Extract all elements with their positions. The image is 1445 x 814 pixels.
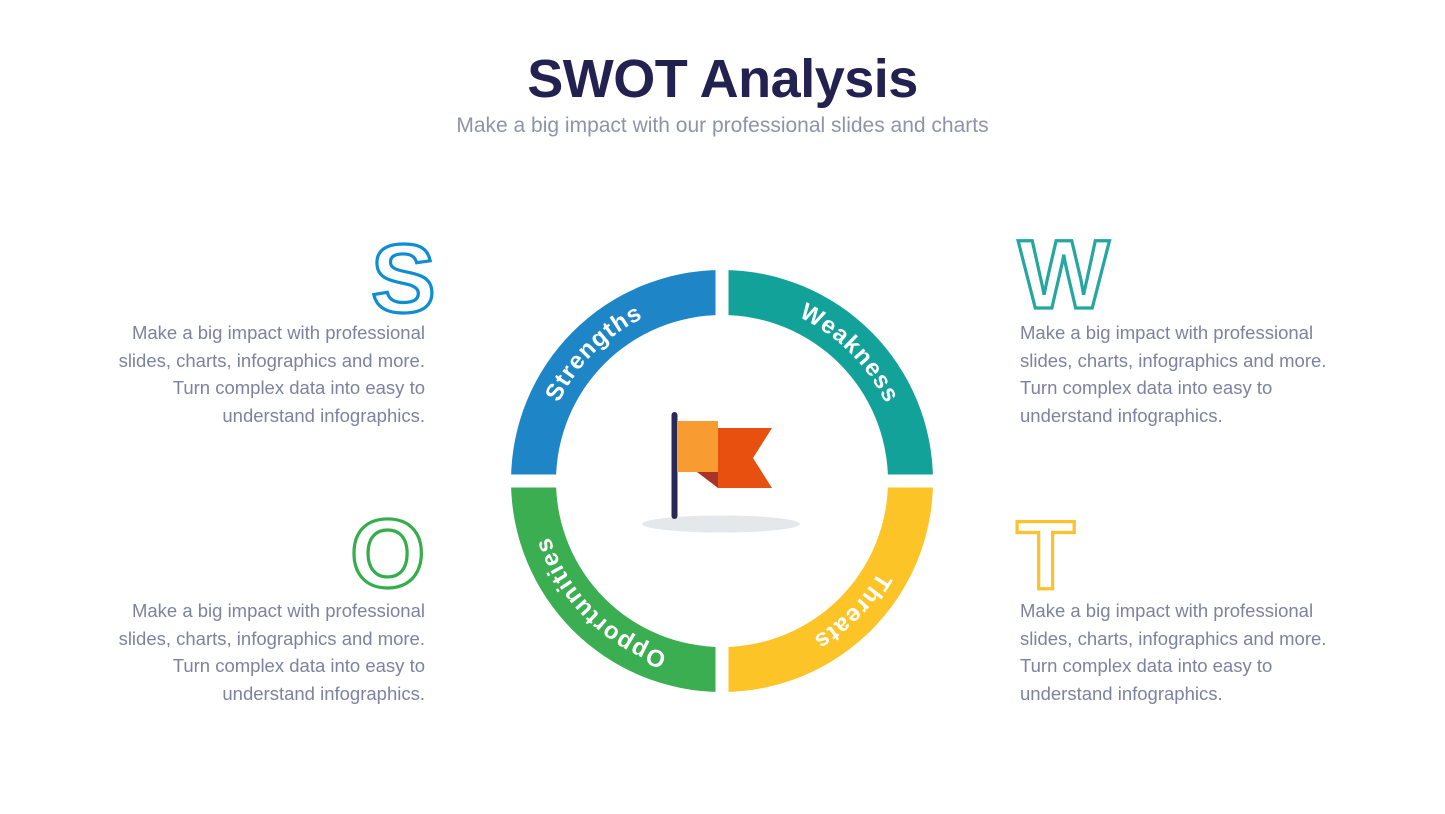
flag-square xyxy=(677,421,718,472)
segment-threats xyxy=(722,481,933,692)
flag-banner xyxy=(718,428,772,488)
segment-gap-bottom xyxy=(715,643,729,696)
letter-s-outline: S xyxy=(371,224,436,333)
page-title: SWOT Analysis xyxy=(527,49,918,109)
letter-t-outline: T xyxy=(1016,501,1075,610)
flag-icon xyxy=(642,412,800,533)
page-subtitle: Make a big impact with our professional … xyxy=(456,114,989,137)
flag-pole xyxy=(671,412,678,519)
flag-shadow xyxy=(642,515,800,533)
segment-opportunities xyxy=(511,481,722,692)
opportunities-description: Make a big impact with professional slid… xyxy=(118,600,425,704)
weakness-description: Make a big impact with professional slid… xyxy=(1020,322,1327,426)
segment-weakness xyxy=(722,270,933,481)
flag-fold xyxy=(697,472,718,488)
segment-strengths xyxy=(511,270,722,481)
strengths-description: Make a big impact with professional slid… xyxy=(118,322,425,426)
segment-gap-left xyxy=(507,474,560,488)
letter-o-outline: O xyxy=(350,499,425,608)
letter-w-outline: W xyxy=(1018,220,1110,329)
segment-gap-top xyxy=(715,266,729,319)
segment-gap-right xyxy=(884,474,937,488)
threats-description: Make a big impact with professional slid… xyxy=(1020,600,1327,704)
